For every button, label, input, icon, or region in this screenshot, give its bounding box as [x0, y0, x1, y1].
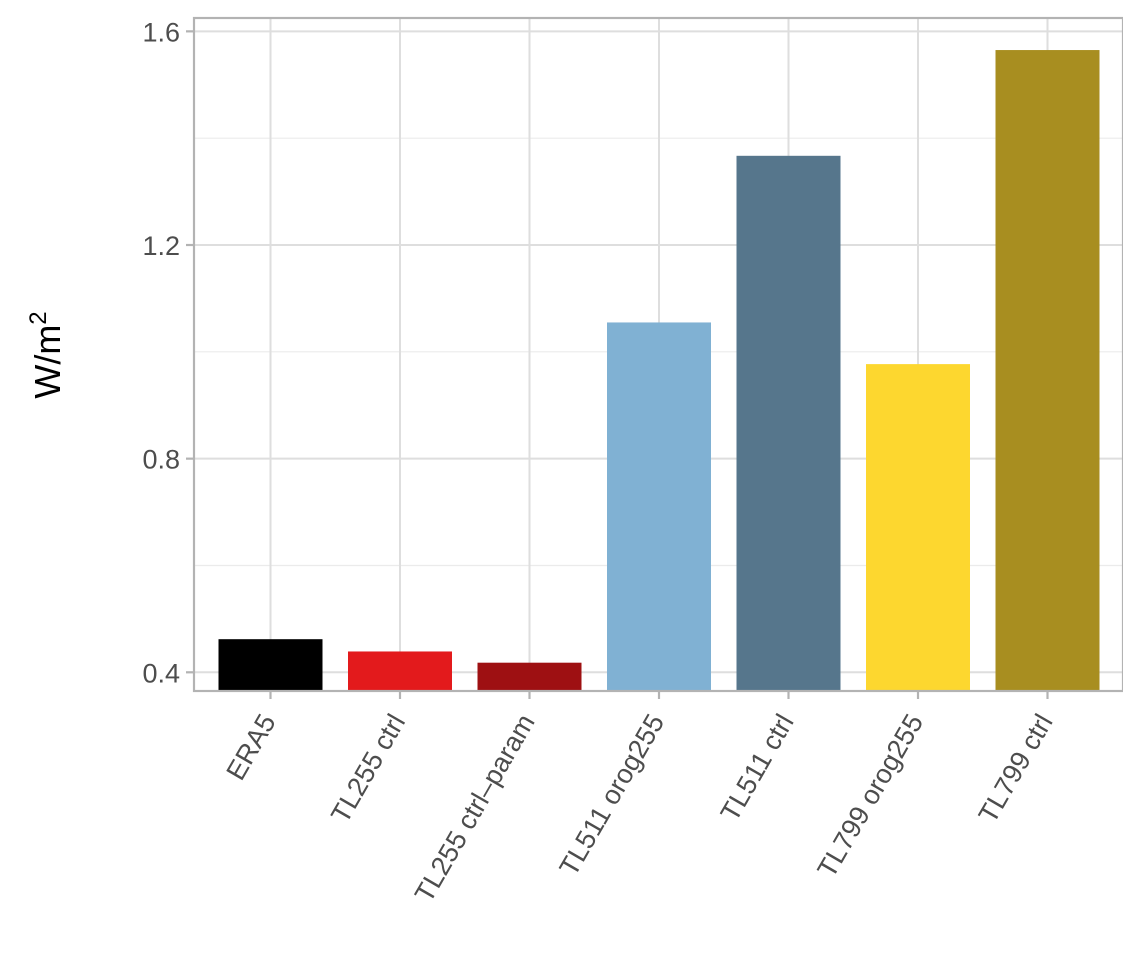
y-tick-label: 1.6 — [142, 17, 180, 47]
x-tick-label: ERA5 — [220, 709, 281, 785]
bars — [218, 50, 1100, 692]
y-tick-label: 1.2 — [142, 231, 180, 261]
bar-3 — [477, 662, 582, 691]
bar-2 — [348, 651, 452, 691]
x-tick-label: TL511 orog255 — [554, 709, 671, 881]
y-axis-title: W/m2 — [25, 311, 68, 398]
y-axis: 0.4 0.8 1.2 1.6 — [142, 17, 194, 688]
bar-7 — [995, 50, 1100, 692]
bar-1 — [218, 639, 323, 691]
x-tick-label: TL799 orog255 — [812, 709, 930, 883]
y-tick-label: 0.4 — [142, 658, 180, 688]
x-tick-label: TL511 ctrl — [715, 709, 800, 826]
x-tick-label: TL255 ctrl–param — [409, 709, 541, 907]
y-tick-label: 0.8 — [142, 445, 180, 475]
bar-6 — [866, 364, 970, 691]
y-axis-title-text: W/m — [27, 325, 68, 399]
x-tick-label: TL255 ctrl — [325, 709, 411, 828]
bar-4 — [607, 322, 711, 691]
x-tick-label: TL799 ctrl — [973, 709, 1059, 828]
y-axis-title-superscript: 2 — [25, 311, 52, 324]
bar-5 — [736, 155, 841, 692]
